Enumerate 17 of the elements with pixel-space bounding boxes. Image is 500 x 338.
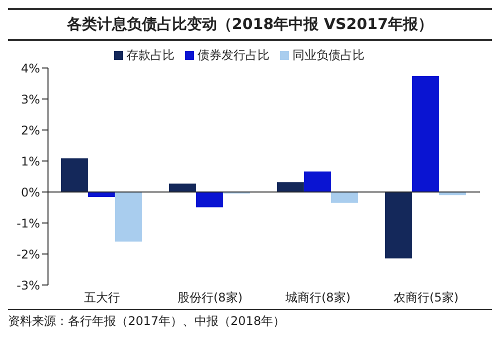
y-tick-label: 0% [20, 185, 40, 200]
y-tick-label: -1% [16, 216, 40, 230]
chart-title: 各类计息负债占比变动（2018年中报 VS2017年报） [8, 8, 492, 41]
x-tick-label: 股份行(8家) [178, 290, 242, 305]
y-tick-label: 2% [20, 123, 40, 138]
y-tick-label: 4% [20, 61, 40, 76]
y-tick-label: -3% [16, 278, 40, 292]
text: 资料来源：各行年报（2017年）、中报（2018年） [8, 309, 492, 330]
y-tick-label: -2% [16, 247, 40, 262]
x-tick-label: 农商行(5家) [394, 290, 458, 305]
legend-label: 存款占比 [126, 48, 174, 62]
legend-label: 债券发行占比 [198, 48, 270, 62]
y-tick-label: 3% [20, 92, 40, 106]
x-tick-label: 五大行 [84, 290, 120, 305]
legend-label: 同业负债占比 [292, 48, 364, 62]
y-tick-label: 1% [20, 154, 40, 168]
x-tick-label: 城商行(8家) [284, 290, 350, 305]
